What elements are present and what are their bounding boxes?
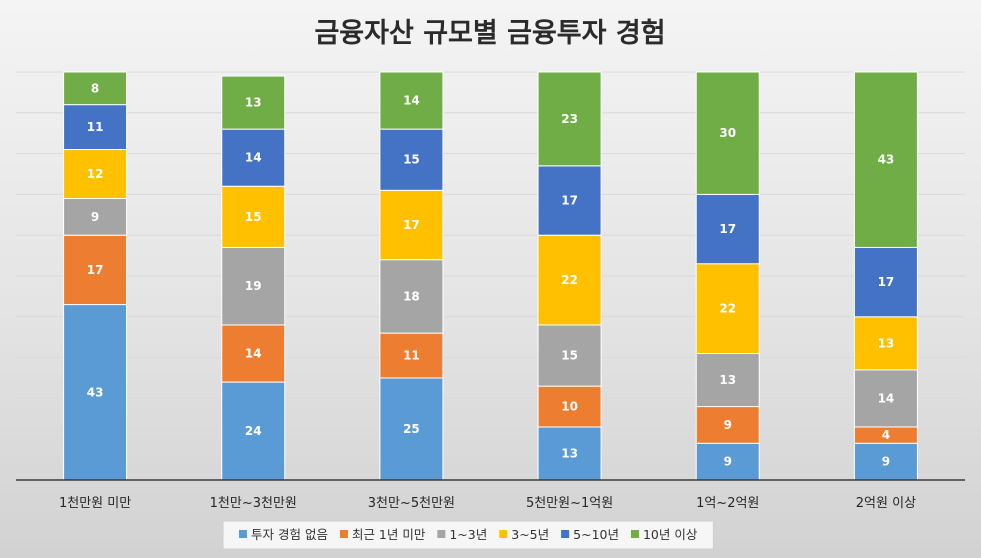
data-label: 9 bbox=[882, 455, 890, 469]
data-label: 14 bbox=[403, 94, 420, 108]
bars: 43 17 9 12 11 8 24 14 19 15 14 13 25 11 18 17 15 14 13 10 15… bbox=[63, 71, 918, 481]
data-label: 13 bbox=[878, 336, 895, 350]
data-label: 23 bbox=[561, 112, 578, 126]
data-label: 11 bbox=[403, 349, 420, 363]
data-label: 4 bbox=[882, 428, 890, 442]
legend-swatch bbox=[561, 530, 570, 538]
data-label: 14 bbox=[878, 391, 895, 405]
data-label: 15 bbox=[403, 153, 420, 167]
legend-label: 최근 1년 미만 bbox=[352, 527, 426, 542]
data-label: 22 bbox=[719, 302, 736, 316]
bar-segment bbox=[221, 246, 286, 326]
bar-segment bbox=[695, 442, 760, 481]
bar-segment bbox=[695, 263, 760, 355]
bar-segment bbox=[221, 324, 286, 383]
data-label: 17 bbox=[561, 194, 578, 208]
data-label: 12 bbox=[87, 167, 104, 181]
bar-segment bbox=[537, 324, 602, 387]
category-label: 1천만원 미만 bbox=[59, 496, 131, 511]
bar-segment bbox=[695, 71, 760, 195]
bar-segment bbox=[63, 234, 128, 306]
data-label: 13 bbox=[245, 96, 262, 110]
data-label: 14 bbox=[245, 151, 262, 165]
bar-segment bbox=[853, 71, 918, 248]
legend-swatch bbox=[499, 530, 508, 538]
gridlines bbox=[16, 71, 965, 440]
bar-segment bbox=[221, 185, 286, 248]
legend-swatch bbox=[239, 530, 247, 538]
x-axis: 1천만원 미만 1천만~3천만원 3천만~5천만원 5천만원~1억원 1억~2억원 2억원… bbox=[16, 479, 965, 511]
data-label: 17 bbox=[878, 275, 895, 289]
data-label: 13 bbox=[561, 446, 578, 460]
legend-swatch bbox=[437, 530, 446, 538]
data-label: 24 bbox=[245, 424, 262, 438]
bar-segment bbox=[537, 385, 602, 428]
bar-segment bbox=[379, 128, 444, 191]
bar-segment bbox=[853, 442, 918, 481]
legend-label: 3~5년 bbox=[511, 527, 549, 542]
data-label: 30 bbox=[719, 126, 736, 140]
data-label: 22 bbox=[561, 273, 578, 287]
legend-label: 5~10년 bbox=[573, 527, 619, 542]
data-label: 17 bbox=[719, 222, 736, 236]
data-label: 13 bbox=[719, 373, 736, 387]
bar-segment bbox=[537, 234, 602, 326]
bar-segment bbox=[379, 332, 444, 379]
data-label: 8 bbox=[91, 81, 99, 95]
legend-swatch bbox=[339, 530, 348, 538]
bar-segment bbox=[379, 189, 444, 261]
data-label: 19 bbox=[245, 279, 262, 293]
bar-segment bbox=[221, 381, 286, 481]
category-label: 2억원 이상 bbox=[856, 496, 916, 511]
legend-label: 투자 경험 없음 bbox=[251, 527, 328, 542]
data-label: 9 bbox=[724, 418, 732, 432]
data-label: 43 bbox=[87, 385, 104, 399]
bar-segment bbox=[221, 75, 286, 130]
data-label: 14 bbox=[245, 347, 262, 361]
data-label: 17 bbox=[403, 218, 420, 232]
data-label: 9 bbox=[724, 455, 732, 469]
data-label: 18 bbox=[403, 289, 420, 303]
data-label: 15 bbox=[245, 210, 262, 224]
data-label: 43 bbox=[878, 153, 895, 167]
bar-segment bbox=[379, 71, 444, 130]
legend-label: 1~3년 bbox=[449, 527, 487, 542]
bar-segment bbox=[853, 246, 918, 318]
category-label: 1억~2억원 bbox=[696, 496, 759, 511]
bar-segment bbox=[695, 193, 760, 265]
bar-segment bbox=[379, 259, 444, 334]
data-label: 9 bbox=[91, 210, 99, 224]
legend-swatch bbox=[630, 530, 639, 538]
chart-title: 금융자산 규모별 금융투자 경험 bbox=[314, 18, 665, 49]
data-label: 15 bbox=[561, 349, 578, 363]
bar-segment bbox=[63, 197, 128, 236]
category-label: 3천만~5천만원 bbox=[368, 496, 455, 511]
bar-segment bbox=[537, 71, 602, 167]
bar-segment bbox=[63, 71, 128, 106]
category-label: 1천만~3천만원 bbox=[210, 496, 297, 511]
data-label: 11 bbox=[87, 120, 104, 134]
data-label: 10 bbox=[561, 400, 578, 414]
bar-segment bbox=[853, 369, 918, 428]
data-label: 17 bbox=[87, 263, 104, 277]
legend-label: 10년 이상 bbox=[643, 527, 698, 542]
category-label: 5천만원~1억원 bbox=[526, 496, 613, 511]
data-label: 25 bbox=[403, 422, 420, 436]
bar-segment bbox=[537, 165, 602, 236]
legend: 투자 경험 없음 최근 1년 미만 1~3년 3~5년 5~10년 10년 이상 bbox=[222, 520, 714, 550]
